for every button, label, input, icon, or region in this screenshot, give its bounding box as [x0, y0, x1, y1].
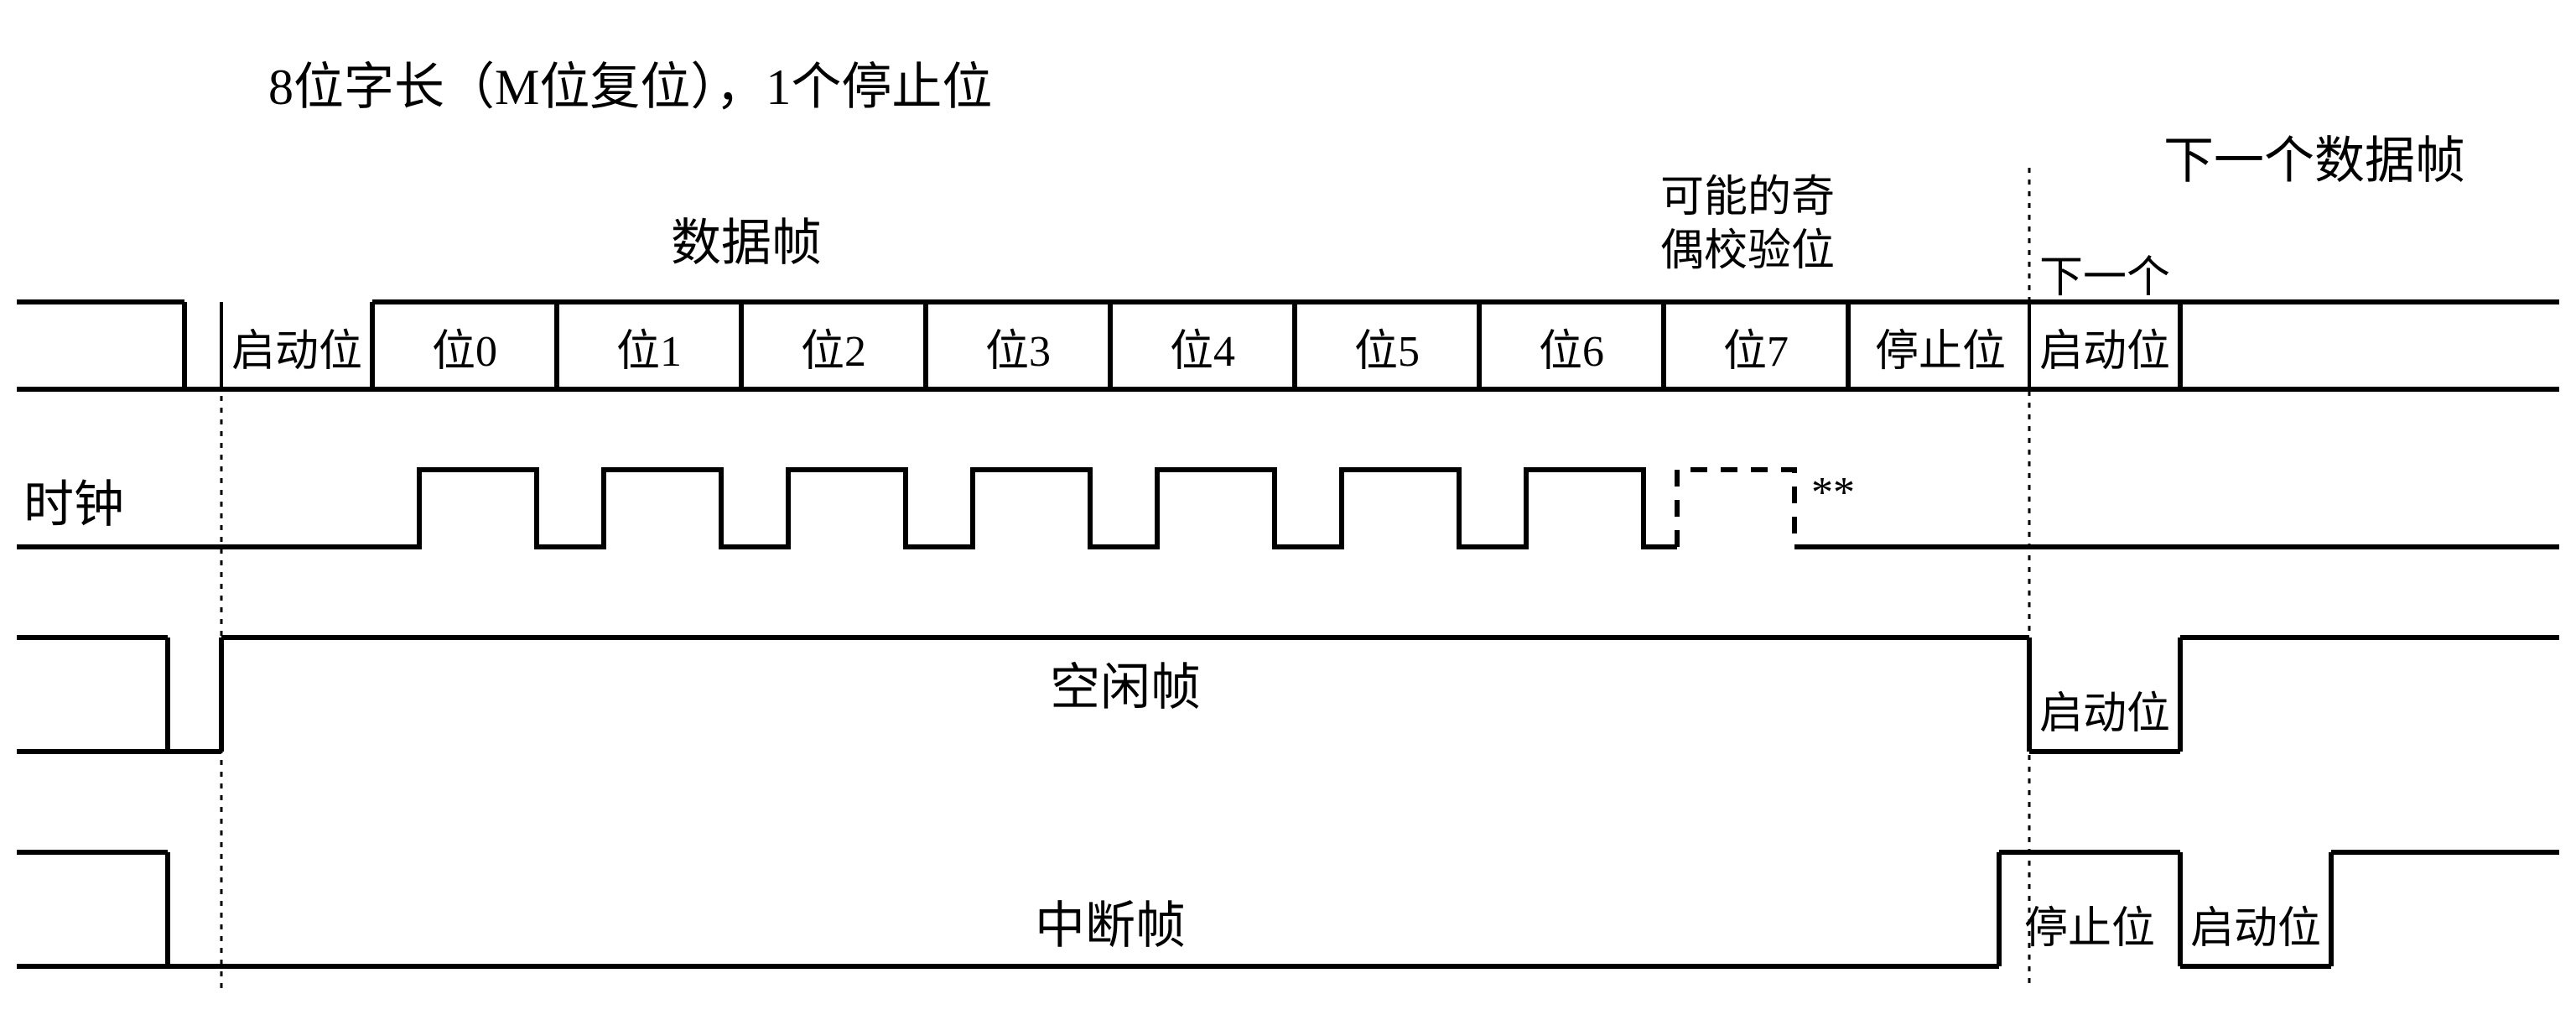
- svg-text:停止位: 停止位: [1875, 328, 2006, 376]
- svg-text:8位字长（M位复位），1个停止位: 8位字长（M位复位），1个停止位: [268, 60, 992, 115]
- svg-text:位4: 位4: [1170, 328, 1235, 376]
- svg-text:位3: 位3: [985, 328, 1051, 376]
- svg-text:位5: 位5: [1354, 328, 1420, 376]
- svg-text:启动位: 启动位: [2039, 690, 2170, 738]
- svg-text:中断帧: 中断帧: [1035, 898, 1186, 954]
- svg-text:可能的奇: 可能的奇: [1660, 174, 1835, 221]
- svg-text:时钟: 时钟: [23, 477, 124, 533]
- svg-text:位1: 位1: [616, 328, 682, 376]
- svg-text:启动位: 启动位: [2190, 905, 2321, 953]
- svg-text:**: **: [1811, 469, 1855, 517]
- svg-text:位0: 位0: [432, 328, 497, 376]
- svg-text:停止位: 停止位: [2024, 905, 2155, 953]
- svg-text:位6: 位6: [1539, 328, 1604, 376]
- svg-text:数据帧: 数据帧: [671, 216, 822, 271]
- svg-text:下一个: 下一个: [2039, 254, 2170, 302]
- svg-text:启动位: 启动位: [231, 328, 362, 376]
- svg-text:位2: 位2: [801, 328, 866, 376]
- svg-text:位7: 位7: [1723, 328, 1789, 376]
- svg-text:偶校验位: 偶校验位: [1660, 227, 1835, 275]
- svg-text:空闲帧: 空闲帧: [1050, 660, 1201, 716]
- svg-text:启动位: 启动位: [2039, 328, 2170, 376]
- svg-text:下一个数据帧: 下一个数据帧: [2163, 133, 2465, 189]
